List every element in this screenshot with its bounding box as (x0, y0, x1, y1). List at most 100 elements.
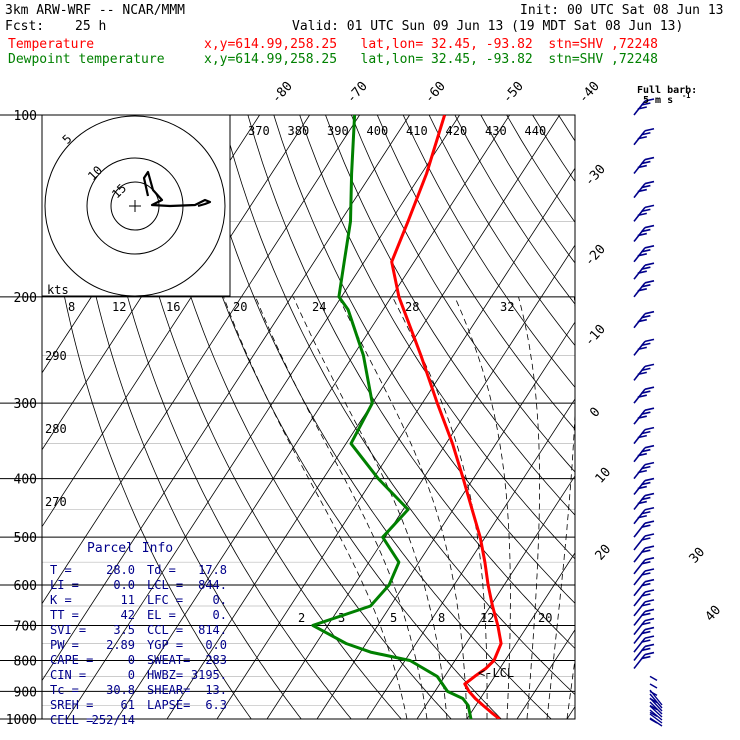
barb-flag (641, 612, 651, 617)
mixing-ratio-label: 24 (312, 300, 326, 314)
dry-adiabat (66, 115, 302, 719)
barb-flag (644, 338, 655, 343)
parcel-param-name: EL = (147, 608, 176, 622)
barb-flag (644, 506, 655, 511)
barb-flag (641, 390, 651, 394)
barb-flag (641, 184, 651, 189)
parcel-param-value: 42 (121, 608, 135, 622)
isotherm-line (66, 115, 460, 719)
barb-flag (644, 520, 655, 524)
dry-adiabat (118, 115, 402, 719)
barb-flag (641, 208, 651, 213)
barb-flag (637, 434, 647, 439)
barb-flag (641, 249, 651, 253)
mixing-ratio-label: 12 (112, 300, 126, 314)
barb-flag (641, 496, 651, 501)
wind-barb (633, 637, 646, 653)
dry-adiabat (584, 115, 740, 719)
barb-flag (641, 228, 651, 233)
hodograph-units: kts (47, 283, 69, 297)
barb-flag (641, 266, 651, 270)
hodograph-ring (44, 115, 226, 297)
pressure-label-700: 700 (14, 619, 37, 634)
parcel-param-name: SWEAT= (147, 653, 190, 667)
barb-flag (637, 469, 647, 474)
parcel-param-name: LAPSE= (147, 698, 190, 712)
isotherm-label: 0 (587, 405, 603, 421)
barb-flag (641, 593, 651, 597)
wind-barb-surface (649, 713, 663, 724)
isotherm-label: 10 (593, 465, 615, 487)
isotherm-line (42, 115, 360, 605)
forecast-label: Fcst: (5, 19, 45, 34)
isotherm-label: 20 (593, 542, 615, 564)
parcel-param-name: HWBZ= (147, 668, 183, 682)
dry-adiabat (144, 115, 452, 719)
barb-flag (644, 156, 655, 161)
temperature-trace (390, 115, 503, 719)
isotherm-label: -40 (576, 79, 603, 106)
barb-flag (641, 160, 651, 165)
wind-barb (633, 570, 646, 586)
barb-flag (644, 461, 655, 466)
parcel-info-title: Parcel Info (87, 541, 173, 556)
barb-flag (641, 549, 651, 553)
barb-flag (644, 578, 655, 583)
mixing-ratio-label: 32 (500, 300, 514, 314)
barb-flag (637, 288, 647, 292)
theta-label: 370 (248, 124, 270, 138)
pressure-label-400: 400 (14, 473, 37, 488)
dry-adiabat (273, 115, 575, 604)
parcel-param-value: 2.89 (106, 638, 135, 652)
wind-barb (633, 610, 646, 626)
parcel-param-name: Td = (147, 563, 176, 577)
parcel-param-value: 13. (205, 683, 227, 697)
pressure-label-100: 100 (14, 109, 37, 124)
wind-barb-surface (649, 697, 663, 712)
mixing-ratio-label: 12 (480, 611, 494, 625)
barb-flag (644, 643, 655, 648)
parcel-param-name: LFC = (147, 593, 183, 607)
dewpoint-location: x,y=614.99,258.25 lat,lon= 32.45, -93.82… (204, 52, 658, 67)
barb-flag (641, 314, 651, 319)
moist-adiabat (255, 296, 428, 719)
theta-label: 400 (367, 124, 389, 138)
barb-flag (644, 568, 655, 572)
barb-flag (637, 452, 647, 457)
mixing-ratio-label: 28 (405, 300, 419, 314)
barb-flag (641, 603, 651, 607)
isotherm-label: -30 (582, 162, 609, 189)
barb-flag (644, 426, 655, 431)
model-title: 3km ARW-WRF -- NCAR/MMM (5, 3, 186, 18)
isotherm-line (42, 115, 410, 682)
pressure-label-600: 600 (14, 579, 37, 594)
barb-flag (644, 180, 655, 185)
pressure-label-300: 300 (14, 397, 37, 412)
barb-flag (644, 589, 655, 593)
barb-flag (644, 533, 655, 537)
barb-flag (641, 647, 651, 652)
barb-flag (644, 626, 655, 631)
barb-flag (641, 342, 651, 347)
theta-label: 410 (406, 124, 428, 138)
barb-flag (637, 270, 647, 274)
isotherm-label: -70 (344, 79, 371, 106)
barb-flag (637, 106, 647, 110)
barb-flag (637, 500, 647, 505)
barb-flag (641, 655, 651, 660)
wind-barb (633, 620, 646, 636)
barb-flag (641, 537, 651, 541)
wind-barb (633, 629, 646, 645)
barb-flag (641, 481, 651, 486)
parcel-param-value: 3195. (191, 668, 227, 682)
barb-flag (644, 617, 655, 622)
dry-adiabat (325, 115, 575, 516)
parcel-param-name: YGP = (147, 638, 183, 652)
barb-flag (641, 639, 651, 643)
lcl-marker: <-LCL (478, 666, 514, 680)
barb-flag (644, 386, 655, 390)
barb-flag (637, 514, 647, 519)
wind-barb (633, 547, 646, 563)
